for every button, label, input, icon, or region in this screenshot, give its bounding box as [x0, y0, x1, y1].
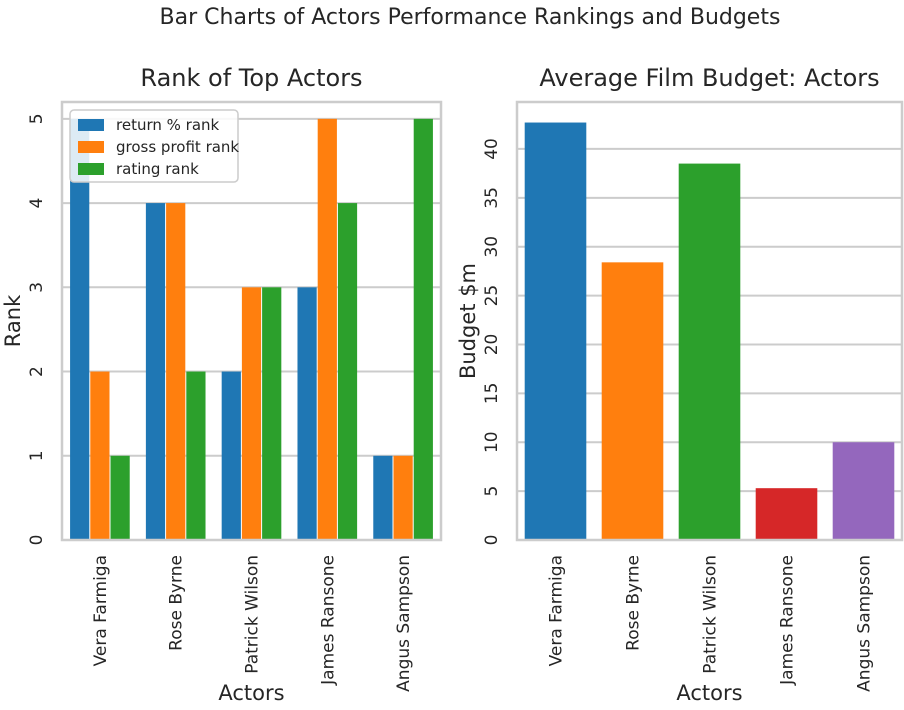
y-tick-label: 15: [482, 383, 502, 405]
bar-rating-rank-vera-farmiga: [110, 455, 130, 540]
legend: return % rank gross profit rank rating ran…: [69, 109, 239, 183]
y-tick-label: 0: [482, 535, 502, 546]
legend-swatch-return-rank: [78, 119, 104, 131]
x-tick-label-angus-sampson: Angus Sampson: [394, 555, 414, 692]
chart-title: Average Film Budget: Actors: [539, 64, 879, 92]
x-tick-label-patrick-wilson: Patrick Wilson: [243, 555, 263, 674]
y-tick-label: 2: [27, 366, 47, 377]
bar-patrick-wilson: [678, 163, 741, 540]
bar-gross-profit-rank-rose-byrne: [166, 203, 186, 541]
y-tick-label: 1: [27, 450, 47, 461]
y-tick-label: 10: [482, 431, 502, 453]
y-tick-label: 0: [27, 535, 47, 546]
axes-frame: [515, 100, 904, 542]
legend-box: [69, 109, 239, 183]
bar-rating-rank-james-ransone: [337, 203, 358, 541]
x-tick-label-angus-sampson: Angus Sampson: [855, 555, 875, 692]
x-axis-label: Actors: [218, 681, 284, 705]
bar-return-rank-vera-farmiga: [70, 118, 90, 540]
bar-rating-rank-rose-byrne: [186, 371, 206, 540]
x-tick-label-rose-byrne: Rose Byrne: [167, 555, 187, 651]
y-tick-label: 20: [482, 334, 502, 356]
y-tick-label: 40: [482, 138, 502, 160]
bar-rating-rank-patrick-wilson: [262, 287, 282, 540]
bar-return-rank-james-ransone: [297, 287, 317, 540]
y-tick-label: 25: [482, 285, 502, 307]
y-tick-label: 4: [27, 198, 47, 209]
x-tick-label-james-ransone: James Ransone: [318, 555, 338, 686]
rank-chart: 0 1 2 3 4 5 Vera Farmiga Rose Byrne Patrick Wils…: [1, 64, 443, 705]
chart-title: Rank of Top Actors: [140, 64, 362, 92]
bar-rose-byrne: [601, 262, 664, 540]
x-tick-label-vera-farmiga: Vera Farmiga: [547, 555, 567, 666]
y-tick-label: 30: [482, 236, 502, 258]
figure-suptitle: Bar Charts of Actors Performance Ranking…: [160, 5, 781, 30]
legend-label-rating-rank: rating rank: [116, 160, 199, 178]
bar-return-rank-angus-sampson: [373, 455, 393, 540]
y-axis-label: Rank: [1, 294, 25, 347]
bar-gross-profit-rank-vera-farmiga: [90, 371, 110, 540]
x-tick-label-vera-farmiga: Vera Farmiga: [91, 555, 111, 666]
legend-label-gross-profit-rank: gross profit rank: [116, 138, 239, 156]
x-tick-label-patrick-wilson: Patrick Wilson: [701, 555, 721, 674]
bar-rating-rank-angus-sampson: [413, 118, 433, 540]
bar-return-rank-rose-byrne: [145, 203, 166, 541]
y-tick-label: 5: [482, 486, 502, 497]
bar-angus-sampson: [832, 442, 895, 540]
bar-gross-profit-rank-patrick-wilson: [241, 287, 262, 540]
y-axis-label: Budget $m: [456, 263, 480, 379]
x-tick-label-rose-byrne: Rose Byrne: [624, 555, 644, 651]
legend-label-return-rank: return % rank: [116, 116, 220, 134]
bar-gross-profit-rank-james-ransone: [317, 118, 337, 540]
x-axis-label: Actors: [676, 681, 742, 705]
bar-vera-farmiga: [524, 122, 587, 540]
y-tick-label: 35: [482, 187, 502, 209]
bar-gross-profit-rank-angus-sampson: [393, 455, 413, 540]
bar-return-rank-patrick-wilson: [221, 371, 241, 540]
legend-swatch-gross-profit-rank: [78, 141, 104, 153]
axes-frame: [60, 100, 443, 542]
y-tick-label: 3: [27, 282, 47, 293]
legend-swatch-rating-rank: [78, 163, 104, 175]
bar-james-ransone: [755, 488, 818, 540]
x-tick-label-james-ransone: James Ransone: [778, 555, 798, 686]
budget-chart: 0 5 10 15 20 25 30 35 40 Vera Farmiga Rose Byrne Pa…: [456, 64, 904, 705]
y-tick-label: 5: [27, 113, 47, 124]
